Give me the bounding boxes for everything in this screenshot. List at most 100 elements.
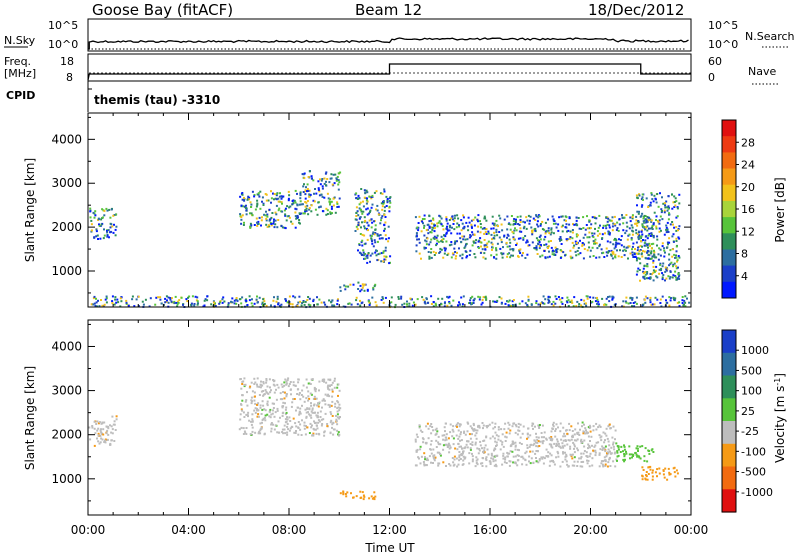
scatter-cell	[496, 454, 499, 457]
scatter-cell	[651, 475, 654, 478]
scatter-cell	[589, 227, 592, 230]
scatter-cell	[654, 296, 657, 299]
scatter-cell	[668, 213, 671, 216]
scatter-cell	[316, 213, 319, 216]
scatter-cell	[107, 427, 110, 430]
scatter-cell	[644, 477, 647, 480]
scatter-cell	[397, 297, 400, 300]
scatter-cell	[103, 209, 106, 212]
scatter-cell	[293, 199, 296, 202]
scatter-cell	[636, 445, 639, 448]
scatter-cell	[389, 201, 392, 204]
scatter-cell	[625, 450, 627, 453]
scatter-cell	[511, 440, 514, 443]
scatter-cell	[414, 216, 417, 219]
scatter-cell	[584, 228, 587, 231]
scatter-cell	[537, 445, 540, 448]
scatter-cell	[337, 431, 340, 434]
x-tick-label: 20:00	[573, 523, 608, 537]
scatter-cell	[594, 242, 597, 245]
scatter-cell	[453, 247, 456, 250]
scatter-cell	[472, 422, 475, 425]
scatter-cell	[440, 235, 443, 238]
scatter-cell	[247, 415, 249, 418]
scatter-cell	[366, 197, 368, 200]
scatter-cell	[600, 435, 603, 438]
scatter-cell	[276, 383, 279, 386]
scatter-cell	[671, 248, 674, 251]
scatter-cell	[97, 434, 100, 437]
scatter-cell	[643, 214, 646, 217]
scatter-cell	[514, 223, 517, 225]
scatter-cell	[382, 297, 384, 300]
scatter-cell	[515, 425, 518, 428]
scatter-cell	[240, 222, 243, 225]
scatter-cell	[206, 299, 209, 302]
scatter-cell	[318, 194, 321, 197]
scatter-cell	[335, 420, 338, 423]
scatter-cell	[100, 299, 102, 301]
scatter-cell	[365, 208, 368, 211]
scatter-cell	[628, 245, 631, 248]
scatter-cell	[373, 220, 375, 223]
scatter-cell	[330, 413, 333, 416]
scatter-cell	[375, 249, 377, 252]
scatter-cell	[305, 186, 307, 189]
scatter-cell	[630, 237, 633, 240]
scatter-cell	[493, 237, 496, 240]
scatter-cell	[661, 265, 664, 268]
scatter-cell	[524, 257, 527, 259]
scatter-cell	[612, 443, 614, 446]
scatter-cell	[535, 300, 538, 303]
scatter-cell	[583, 299, 586, 302]
scatter-cell	[131, 295, 134, 298]
scatter-cell	[331, 390, 334, 393]
scatter-cell	[447, 442, 450, 445]
scatter-cell	[304, 205, 307, 208]
scatter-cell	[505, 431, 508, 434]
scatter-cell	[374, 251, 377, 254]
scatter-cell	[422, 441, 425, 444]
scatter-cell	[317, 201, 320, 204]
scatter-cell	[476, 218, 479, 221]
scatter-cell	[242, 411, 245, 414]
noise-sky-trace	[88, 37, 689, 50]
scatter-cell	[570, 454, 573, 457]
scatter-cell	[262, 393, 265, 396]
scatter-cell	[336, 423, 339, 426]
scatter-cell	[282, 391, 285, 393]
scatter-cell	[498, 236, 501, 239]
scatter-cell	[339, 416, 341, 418]
scatter-cell	[369, 260, 371, 263]
scatter-cell	[301, 302, 304, 304]
scatter-cell	[433, 254, 436, 256]
scatter-cell	[318, 389, 320, 392]
scatter-cell	[517, 237, 520, 240]
scatter-cell	[101, 438, 104, 441]
scatter-cell	[519, 219, 522, 222]
scatter-cell	[658, 472, 661, 475]
scatter-cell	[635, 232, 638, 235]
scatter-cell	[457, 437, 460, 440]
scatter-cell	[436, 239, 439, 242]
scatter-cell	[646, 478, 649, 481]
scatter-cell	[674, 276, 677, 279]
scatter-cell	[569, 255, 572, 258]
scatter-cell	[255, 298, 258, 301]
scatter-cell	[592, 425, 595, 428]
scatter-cell	[364, 257, 367, 260]
scatter-cell	[502, 246, 504, 249]
scatter-cell	[645, 197, 648, 200]
freq-right-label: Nave	[748, 65, 776, 78]
scatter-cell	[424, 458, 427, 461]
scatter-cell	[291, 401, 294, 404]
scatter-cell	[531, 233, 534, 236]
scatter-cell	[673, 226, 676, 229]
scatter-cell	[319, 410, 322, 413]
scatter-cell	[576, 447, 579, 450]
scatter-cell	[604, 463, 607, 466]
scatter-cell	[585, 295, 588, 298]
scatter-cell	[457, 429, 460, 432]
scatter-cell	[571, 301, 574, 304]
scatter-cell	[367, 229, 369, 232]
